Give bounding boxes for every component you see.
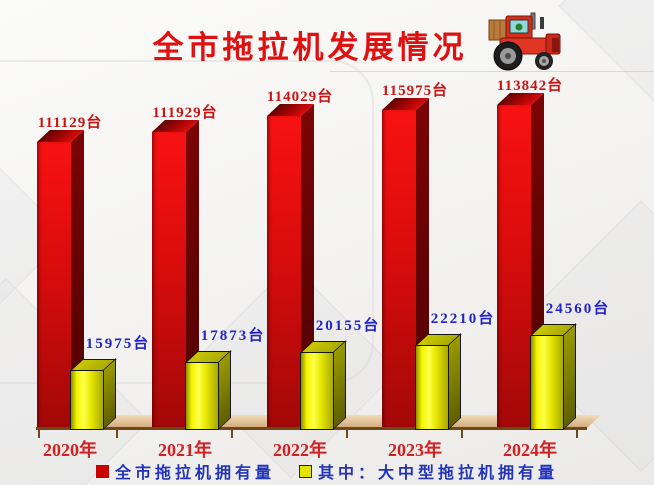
yellow-bar-front (185, 362, 219, 430)
chart-title: 全市拖拉机发展情况 (152, 30, 468, 65)
yellow-bar-side-face (218, 350, 231, 430)
red-bar-front (152, 132, 186, 427)
yellow-bar-value-label: 15975台 (85, 336, 151, 352)
yellow-bar-side-face (103, 358, 116, 430)
red-bar-value-label: 114029台 (266, 89, 334, 105)
yellow-bar-value-label: 17873台 (200, 328, 266, 344)
yellow-bar-front (70, 370, 104, 430)
floor-tick (346, 429, 348, 438)
year-label: 2020年 (43, 440, 97, 460)
red-bar-value-label: 111129台 (37, 115, 103, 131)
yellow-bar-front (530, 335, 564, 430)
yellow-bar-side-face (563, 323, 576, 430)
legend-swatch-yellow (299, 464, 312, 478)
red-bar-value-label: 111929台 (152, 105, 218, 121)
yellow-bar-front (300, 352, 334, 430)
year-label: 2021年 (158, 440, 212, 460)
yellow-bar-side-face (333, 340, 346, 430)
floor-tick (38, 429, 40, 438)
red-bar-front (267, 116, 301, 427)
yellow-bar-value-label: 20155台 (315, 318, 381, 334)
yellow-bar-value-label: 24560台 (545, 301, 611, 317)
floor-tick (576, 429, 578, 438)
yellow-bar-value-label: 22210台 (430, 311, 496, 327)
background-decoration (330, 71, 654, 72)
chart-legend: 全市拖拉机拥有量 其中：大中型拖拉机拥有量 (0, 459, 654, 483)
red-bar-value-label: 113842台 (496, 78, 564, 94)
red-bar-front (382, 110, 416, 427)
yellow-bar-front (415, 345, 449, 430)
year-label: 2024年 (503, 440, 557, 460)
legend-label: 全市拖拉机拥有量 (114, 465, 275, 482)
year-label: 2022年 (273, 440, 327, 460)
floor-tick (461, 429, 463, 438)
year-label: 2023年 (388, 440, 442, 460)
legend-label: 其中：大中型拖拉机拥有量 (318, 465, 559, 482)
legend-item-total: 全市拖拉机拥有量 (95, 459, 275, 483)
red-bar-front (37, 142, 71, 427)
floor-tick (231, 429, 233, 438)
legend-item-large-medium: 其中：大中型拖拉机拥有量 (299, 459, 558, 483)
tractor-icon (488, 12, 561, 71)
legend-swatch-red (95, 464, 109, 478)
red-bar-front (497, 105, 531, 427)
yellow-bar-side-face (448, 333, 461, 430)
floor-tick (116, 429, 118, 438)
red-bar-value-label: 115975台 (381, 83, 449, 99)
